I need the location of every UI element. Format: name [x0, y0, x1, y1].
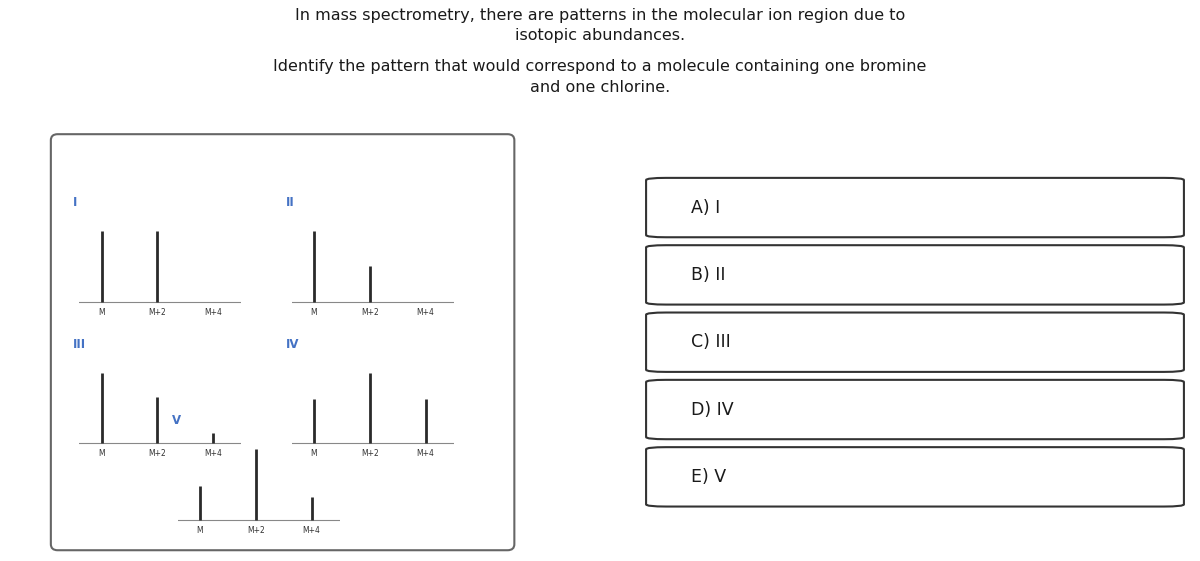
- Text: and one chlorine.: and one chlorine.: [530, 80, 670, 95]
- Text: M+2: M+2: [361, 308, 379, 317]
- Text: V: V: [172, 415, 181, 427]
- Text: M+4: M+4: [416, 449, 434, 458]
- FancyBboxPatch shape: [646, 380, 1184, 439]
- FancyBboxPatch shape: [646, 312, 1184, 372]
- Text: E) V: E) V: [691, 468, 726, 486]
- FancyBboxPatch shape: [646, 245, 1184, 305]
- Text: D) IV: D) IV: [691, 401, 733, 419]
- Text: IV: IV: [286, 338, 299, 351]
- FancyBboxPatch shape: [646, 178, 1184, 237]
- Text: M+2: M+2: [247, 526, 265, 535]
- Text: M+4: M+4: [204, 449, 222, 458]
- Text: M: M: [311, 449, 317, 458]
- Text: II: II: [286, 196, 294, 209]
- Text: III: III: [73, 338, 86, 351]
- Text: M+2: M+2: [149, 308, 167, 317]
- Text: M: M: [311, 308, 317, 317]
- Text: B) II: B) II: [691, 266, 726, 284]
- Text: M+2: M+2: [361, 449, 379, 458]
- Text: A) I: A) I: [691, 199, 720, 217]
- Text: C) III: C) III: [691, 333, 731, 351]
- FancyBboxPatch shape: [646, 447, 1184, 507]
- Text: Identify the pattern that would correspond to a molecule containing one bromine: Identify the pattern that would correspo…: [274, 59, 926, 74]
- Text: M: M: [197, 526, 203, 535]
- Text: M+4: M+4: [204, 308, 222, 317]
- Text: isotopic abundances.: isotopic abundances.: [515, 28, 685, 43]
- Text: I: I: [73, 196, 78, 209]
- FancyBboxPatch shape: [50, 134, 515, 550]
- Text: M: M: [98, 308, 104, 317]
- Text: M+2: M+2: [149, 449, 167, 458]
- Text: M: M: [98, 449, 104, 458]
- Text: M+4: M+4: [416, 308, 434, 317]
- Text: In mass spectrometry, there are patterns in the molecular ion region due to: In mass spectrometry, there are patterns…: [295, 8, 905, 24]
- Text: M+4: M+4: [302, 526, 320, 535]
